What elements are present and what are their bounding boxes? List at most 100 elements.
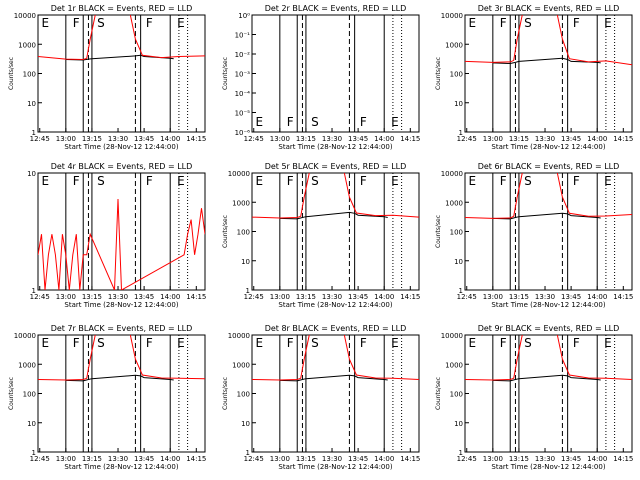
interval-marker: S	[311, 336, 319, 350]
chart-panel-9: Det 9r BLACK = Events, RED = LLD 1 10 100 10…	[435, 324, 633, 471]
interval-marker: F	[287, 174, 294, 188]
y-tick-label: 100	[23, 71, 36, 79]
x-tick-label: 13:30	[535, 293, 555, 301]
chart-title: Det 6r BLACK = Events, RED = LLD	[478, 162, 620, 171]
y-tick-label: 10	[27, 170, 36, 178]
y-axis-label: Counts/sec	[222, 215, 229, 248]
interval-marker: S	[524, 16, 532, 30]
x-tick-label: 13:00	[270, 293, 290, 301]
x-tick-label: 13:00	[56, 293, 76, 301]
x-axis-label: Start Time (28-Nov-12 12:44:00)	[491, 463, 605, 471]
x-tick-label: 13:30	[535, 135, 555, 143]
interval-marker: F	[73, 174, 80, 188]
y-tick-label: 10⁻⁴	[235, 90, 251, 98]
x-tick-label: 13:45	[134, 455, 154, 463]
chart-panel-7: Det 7r BLACK = Events, RED = LLD 1 10 100 10…	[8, 324, 206, 471]
x-tick-label: 13:15	[296, 455, 316, 463]
x-tick-label: 13:45	[348, 293, 368, 301]
x-tick-label: 13:45	[348, 135, 368, 143]
plot-frame	[464, 172, 633, 291]
x-axis-label: Start Time (28-Nov-12 12:44:00)	[64, 143, 178, 151]
x-tick-label: 13:15	[296, 293, 316, 301]
x-tick-label: 13:45	[134, 293, 154, 301]
y-tick-label: 1000	[445, 199, 463, 207]
y-tick-label: 1	[459, 129, 463, 137]
interval-marker: E	[255, 174, 263, 188]
x-tick-label: 13:45	[561, 293, 581, 301]
x-tick-label: 13:45	[348, 455, 368, 463]
x-tick-label: 13:00	[483, 135, 503, 143]
interval-marker: F	[573, 16, 580, 30]
plot-frame	[251, 334, 420, 453]
interval-marker: E	[177, 16, 185, 30]
x-tick-label: 14:15	[186, 293, 206, 301]
y-tick-label: 1	[32, 129, 36, 137]
interval-marker: E	[41, 336, 49, 350]
chart-title: Det 1r BLACK = Events, RED = LLD	[51, 4, 193, 13]
x-tick-label: 14:00	[587, 293, 607, 301]
x-tick-label: 13:45	[134, 135, 154, 143]
y-tick-label: 10⁻¹	[235, 32, 251, 40]
x-tick-label: 14:00	[160, 293, 180, 301]
y-tick-label: 10	[27, 420, 36, 428]
interval-marker: F	[146, 16, 153, 30]
y-tick-label: 10	[241, 420, 250, 428]
interval-marker: S	[311, 115, 319, 129]
y-tick-label: 10000	[14, 332, 36, 340]
interval-marker: E	[604, 174, 612, 188]
x-tick-label: 13:00	[56, 135, 76, 143]
y-axis-label: Counts/sec	[222, 377, 229, 410]
x-tick-label: 13:15	[509, 135, 529, 143]
x-tick-label: 13:00	[270, 135, 290, 143]
interval-marker: F	[73, 16, 80, 30]
x-axis-label: Start Time (28-Nov-12 12:44:00)	[278, 463, 392, 471]
chart-panel-8: Det 8r BLACK = Events, RED = LLD 1 10 100 10…	[222, 324, 420, 471]
x-tick-label: 13:15	[509, 455, 529, 463]
series-line-2	[252, 173, 419, 219]
interval-marker: F	[573, 174, 580, 188]
y-tick-label: 1	[32, 287, 36, 295]
x-tick-label: 13:30	[322, 455, 342, 463]
y-tick-label: 10⁻²	[235, 51, 251, 59]
interval-marker: E	[255, 336, 263, 350]
interval-marker: E	[468, 174, 476, 188]
x-tick-label: 13:15	[82, 293, 102, 301]
x-tick-label: 14:00	[374, 455, 394, 463]
x-tick-label: 14:15	[186, 455, 206, 463]
x-axis-label: Start Time (28-Nov-12 12:44:00)	[278, 143, 392, 151]
x-axis-label: Start Time (28-Nov-12 12:44:00)	[491, 143, 605, 151]
interval-marker: E	[41, 16, 49, 30]
series-line-2	[465, 173, 632, 219]
x-tick-label: 14:00	[160, 135, 180, 143]
x-tick-label: 14:15	[400, 293, 420, 301]
y-tick-label: 10000	[228, 170, 250, 178]
x-tick-label: 14:00	[374, 293, 394, 301]
y-tick-label: 1000	[18, 41, 36, 49]
x-tick-label: 13:30	[108, 135, 128, 143]
x-tick-label: 13:15	[509, 293, 529, 301]
chart-title: Det 9r BLACK = Events, RED = LLD	[478, 324, 620, 333]
plot-frame	[464, 334, 633, 453]
series-line-1	[279, 374, 388, 382]
y-tick-label: 10000	[441, 12, 463, 20]
x-tick-label: 13:15	[82, 455, 102, 463]
y-tick-label: 100	[237, 391, 250, 399]
interval-marker: E	[41, 174, 49, 188]
y-tick-label: 100	[237, 229, 250, 237]
y-tick-label: 1000	[18, 361, 36, 369]
y-tick-label: 1	[459, 287, 463, 295]
chart-panel-4: Det 4r BLACK = Events, RED = LLD 1 10 12:45…	[27, 162, 206, 309]
interval-marker: F	[360, 115, 367, 129]
x-tick-label: 13:45	[561, 135, 581, 143]
y-tick-label: 10000	[14, 12, 36, 20]
chart-title: Det 2r BLACK = Events, RED = LLD	[265, 4, 407, 13]
y-axis-label: Counts/sec	[435, 215, 442, 248]
interval-marker: F	[146, 174, 153, 188]
y-tick-label: 10	[454, 100, 463, 108]
x-tick-label: 13:00	[270, 455, 290, 463]
interval-marker: E	[604, 16, 612, 30]
x-tick-label: 13:45	[561, 455, 581, 463]
x-axis-label: Start Time (28-Nov-12 12:44:00)	[491, 301, 605, 309]
chart-title: Det 8r BLACK = Events, RED = LLD	[265, 324, 407, 333]
